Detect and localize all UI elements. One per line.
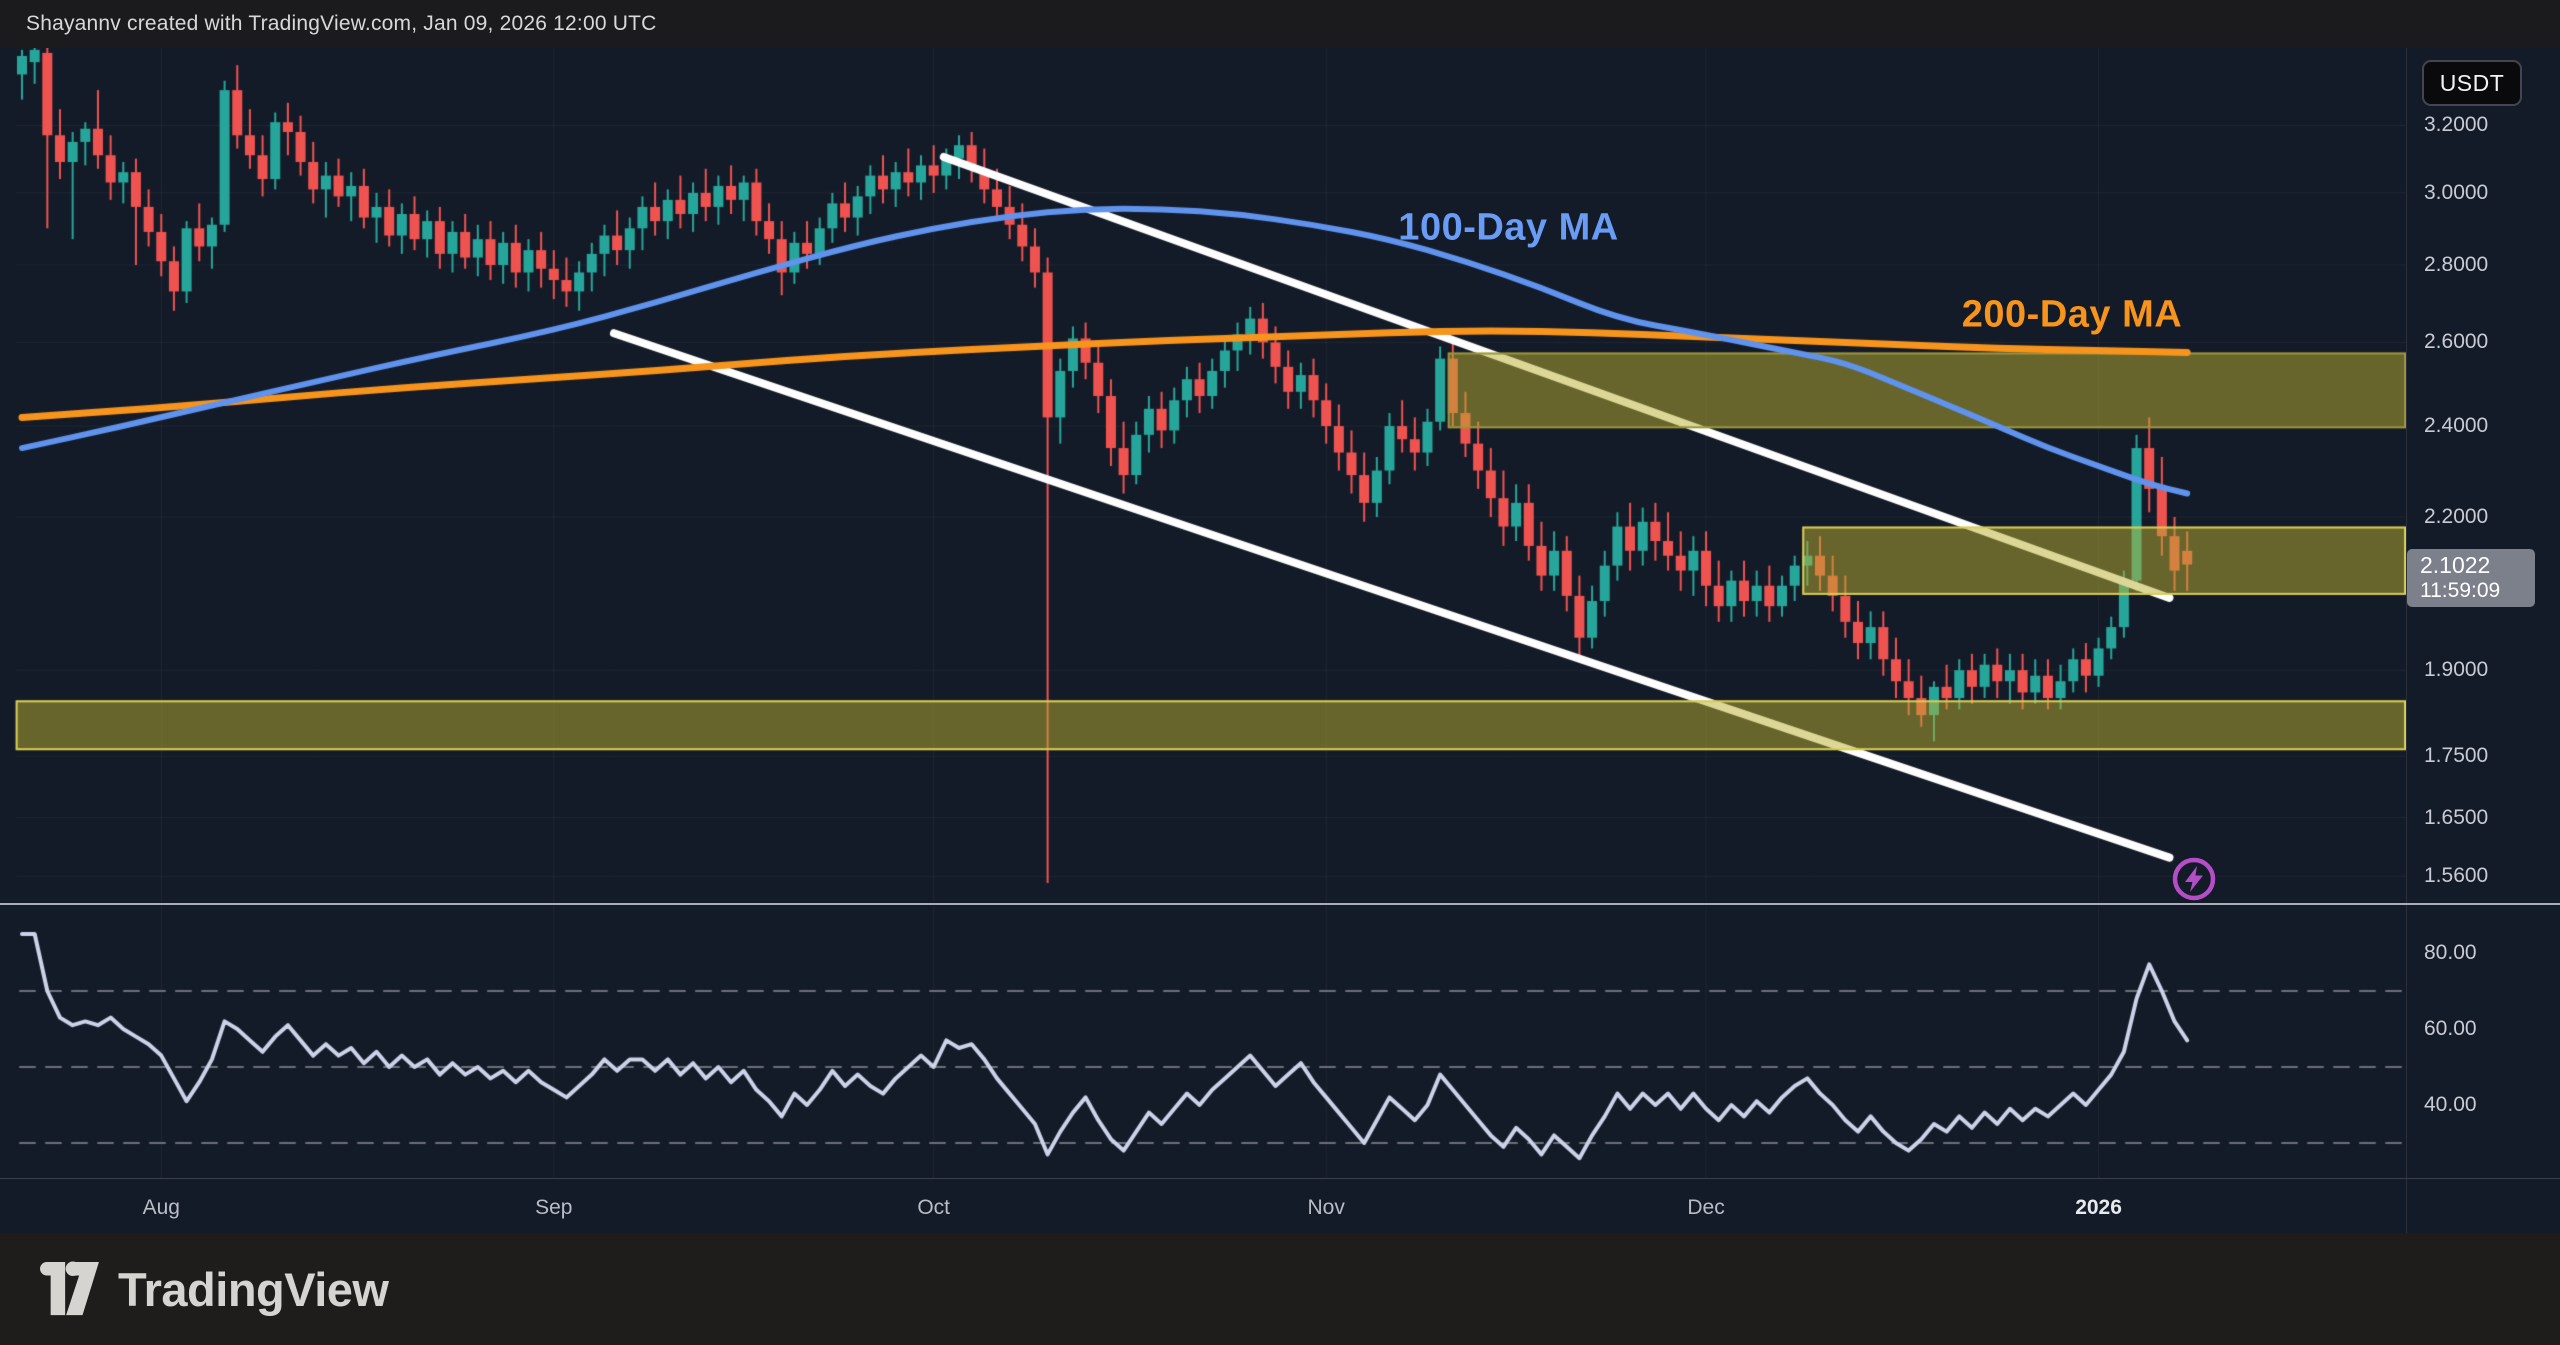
rsi-axis-label: 40.00 <box>2424 1093 2477 1116</box>
footer-bar: TradingView <box>0 1233 2560 1345</box>
main-chart-canvas[interactable] <box>0 48 2406 1178</box>
bar-countdown: 11:59:09 <box>2420 578 2501 602</box>
lightning-marker-icon <box>2170 855 2218 903</box>
pane-separator[interactable] <box>0 903 2560 905</box>
tradingview-brand-text: TradingView <box>118 1262 389 1316</box>
rsi-axis-label: 60.00 <box>2424 1017 2477 1040</box>
rsi-axis-label: 80.00 <box>2424 941 2477 964</box>
tradingview-logo-icon <box>40 1261 99 1316</box>
last-price-tag: 2.1022 11:59:09 <box>2407 548 2535 607</box>
time-axis-border <box>0 1178 2560 1179</box>
price-axis-label: 1.6500 <box>2424 805 2489 829</box>
quote-currency-label: USDT <box>2439 69 2505 96</box>
ma200-label: 200-Day MA <box>1961 293 2183 336</box>
tradingview-logo[interactable]: TradingView <box>38 1261 389 1317</box>
last-price-value: 2.1022 <box>2420 551 2491 578</box>
price-axis-label: 3.2000 <box>2424 113 2489 137</box>
ma100-label: 100-Day MA <box>1398 206 1619 249</box>
attribution-text: Shayannv created with TradingView.com, J… <box>26 12 657 35</box>
time-axis-label-aug: Aug <box>142 1196 180 1219</box>
price-axis-label: 2.6000 <box>2424 330 2489 354</box>
price-axis-label: 3.0000 <box>2424 180 2489 204</box>
price-axis-label: 1.9000 <box>2424 658 2489 682</box>
attribution-bar: Shayannv created with TradingView.com, J… <box>0 0 2560 48</box>
time-axis-label-sep: Sep <box>535 1196 573 1219</box>
time-axis-label-oct: Oct <box>917 1196 950 1219</box>
quote-currency-chip: USDT <box>2422 60 2522 106</box>
price-axis-label: 2.2000 <box>2424 505 2489 528</box>
price-axis-label: 2.8000 <box>2424 252 2489 276</box>
price-axis-label: 2.4000 <box>2424 414 2489 438</box>
price-axis-label: 1.5600 <box>2424 864 2489 888</box>
price-axis-label: 1.7500 <box>2424 744 2489 768</box>
time-axis-label-nov: Nov <box>1307 1196 1345 1219</box>
price-axis-border <box>2406 48 2407 1233</box>
time-axis-label-2026: 2026 <box>2075 1196 2122 1219</box>
time-axis-label-dec: Dec <box>1687 1196 1725 1219</box>
